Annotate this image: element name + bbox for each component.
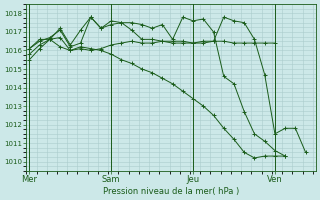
X-axis label: Pression niveau de la mer( hPa ): Pression niveau de la mer( hPa ) bbox=[103, 187, 239, 196]
